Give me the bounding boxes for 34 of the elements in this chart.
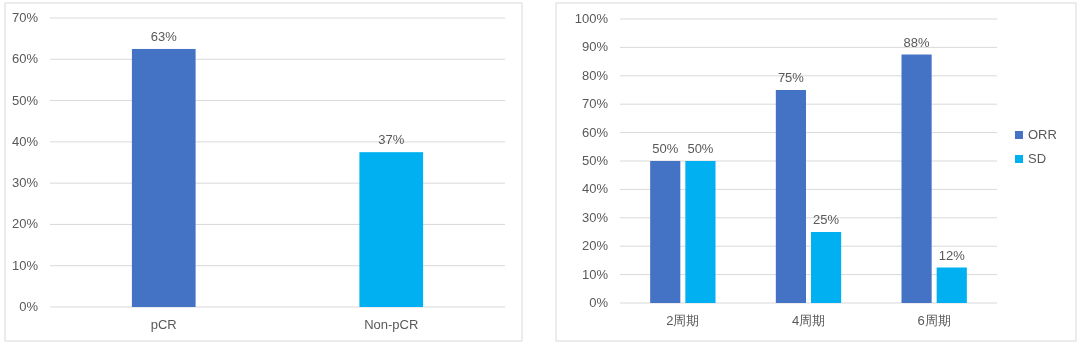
x-tick: Non-pCR — [364, 317, 419, 332]
y-tick: 50% — [581, 153, 608, 168]
y-tick: 0% — [19, 299, 38, 314]
x-tick: 6周期 — [917, 313, 951, 328]
y-tick: 30% — [581, 209, 608, 225]
y-tick: 20% — [581, 238, 608, 254]
data-label: 50% — [652, 141, 679, 156]
y-tick: 100% — [574, 11, 608, 26]
data-label: 75% — [777, 70, 804, 85]
y-tick: 30% — [11, 175, 38, 191]
data-label: 88% — [903, 34, 930, 50]
y-tick: 40% — [11, 133, 38, 149]
y-tick: 90% — [581, 39, 608, 55]
y-tick: 60% — [11, 51, 38, 67]
data-label: 63% — [150, 28, 177, 44]
y-tick: 0% — [589, 295, 608, 310]
y-tick: 80% — [581, 67, 608, 83]
y-tick: 20% — [11, 216, 38, 232]
x-tick: 4周期 — [791, 313, 826, 328]
y-tick: 40% — [581, 181, 608, 197]
data-label: 50% — [687, 141, 714, 156]
y-tick: 70% — [581, 96, 608, 112]
y-tick: 10% — [581, 266, 608, 282]
data-label: 12% — [938, 247, 965, 263]
y-tick: 50% — [11, 92, 38, 108]
legend-label: SD — [1028, 151, 1047, 166]
x-tick: pCR — [150, 317, 177, 332]
y-tick: 70% — [11, 10, 38, 25]
legend-label: ORR — [1028, 127, 1057, 142]
y-tick: 10% — [11, 257, 38, 273]
data-label: 25% — [813, 212, 840, 227]
y-tick: 60% — [581, 124, 608, 140]
x-tick: 2周期 — [666, 313, 700, 328]
data-label: 37% — [378, 132, 405, 148]
